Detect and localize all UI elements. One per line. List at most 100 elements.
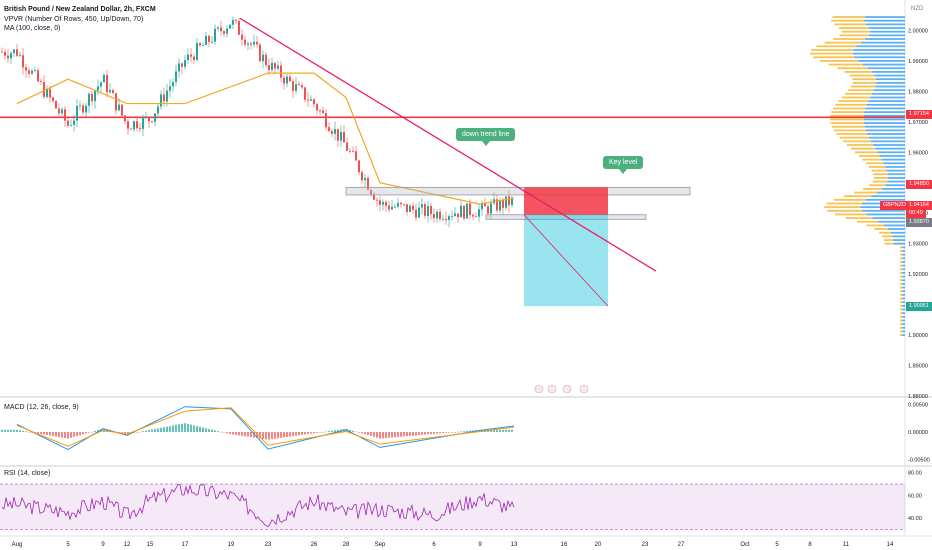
volume-profile-bar xyxy=(866,213,905,216)
candle-body xyxy=(208,35,210,42)
candle-body xyxy=(145,116,147,118)
candle-body xyxy=(436,211,438,219)
macd-histogram-bar xyxy=(85,432,87,434)
volume-profile-bar xyxy=(865,16,905,18)
candle-body xyxy=(91,93,93,102)
macd-histogram-bar xyxy=(391,432,393,438)
y-tick-label: 2.00000 xyxy=(908,28,928,34)
volume-profile-bar xyxy=(900,334,903,336)
candle-body xyxy=(301,85,303,88)
y-tick-label: 1.98000 xyxy=(908,89,928,95)
macd-histogram-bar xyxy=(154,428,156,432)
volume-profile-bar xyxy=(902,304,905,307)
candle-body xyxy=(274,62,276,69)
macd-histogram-bar xyxy=(148,430,150,432)
macd-histogram-bar xyxy=(427,432,429,435)
candle-body xyxy=(256,41,258,45)
candle-body xyxy=(391,206,393,210)
macd-histogram-bar xyxy=(13,429,15,432)
volume-profile-bar xyxy=(873,173,888,176)
candle-body xyxy=(292,81,294,91)
volume-profile-bar xyxy=(865,129,905,132)
candle-body xyxy=(379,200,381,205)
candle-body xyxy=(505,196,507,208)
macd-histogram-bar xyxy=(496,429,498,432)
candle-body xyxy=(130,128,132,130)
candle-body xyxy=(109,90,111,93)
candle-body xyxy=(43,82,45,97)
macd-histogram-bar xyxy=(220,431,222,433)
volume-profile-bar xyxy=(900,312,903,315)
macd-histogram-bar xyxy=(31,432,33,433)
macd-histogram-bar xyxy=(19,430,21,432)
key-level-callout[interactable]: Key level xyxy=(603,156,644,174)
volume-profile-bar xyxy=(873,144,905,146)
volume-profile-bar xyxy=(890,231,905,234)
volume-profile-bar xyxy=(900,330,903,333)
volume-profile-bar xyxy=(813,56,855,59)
volume-profile-bar xyxy=(826,202,862,205)
volume-profile-bar xyxy=(902,326,905,329)
y-tick-label: 1.90000 xyxy=(908,333,928,339)
volume-profile-bar xyxy=(833,38,866,40)
volume-profile-bar xyxy=(872,217,905,220)
volume-profile-bar xyxy=(853,49,905,51)
candle-body xyxy=(220,27,222,32)
macd-histogram-bar xyxy=(466,430,468,432)
macd-histogram-bar xyxy=(409,432,411,436)
candle-body xyxy=(37,70,39,82)
volume-profile-bar xyxy=(883,162,905,165)
volume-profile-bar xyxy=(872,180,888,183)
macd-histogram-bar xyxy=(55,432,57,437)
volume-profile-bar xyxy=(865,162,884,165)
macd-histogram-bar xyxy=(88,432,90,433)
volume-profile-bar xyxy=(836,133,868,135)
candle-body xyxy=(34,70,36,71)
candle-body xyxy=(430,206,432,215)
macd-histogram-bar xyxy=(493,429,495,432)
macd-histogram-bar xyxy=(169,426,171,432)
candle-body xyxy=(88,93,90,106)
volume-profile-bar xyxy=(870,96,905,99)
volume-profile-bar xyxy=(902,293,905,296)
candle-body xyxy=(160,94,162,107)
candle-body xyxy=(229,24,231,29)
rsi-y-tick-label: 40.00 xyxy=(908,516,922,522)
macd-histogram-bar xyxy=(241,432,243,436)
candle-body xyxy=(508,196,510,206)
x-tick-label: 23 xyxy=(642,542,649,548)
macd-histogram-bar xyxy=(151,429,153,432)
macd-histogram-bar xyxy=(190,424,192,432)
volume-profile-bar xyxy=(852,78,876,81)
candle-body xyxy=(277,65,279,69)
candle-body xyxy=(148,116,150,122)
macd-histogram-bar xyxy=(445,432,447,433)
macd-histogram-bar xyxy=(511,429,513,432)
volume-profile-bar xyxy=(871,70,905,73)
economic-event-icon xyxy=(562,384,572,394)
volume-profile-bar xyxy=(841,30,871,33)
volume-profile-bar xyxy=(899,246,903,249)
volume-profile-bar xyxy=(839,27,869,29)
candle-body xyxy=(199,43,201,46)
volume-profile-bar xyxy=(900,326,903,329)
macd-histogram-bar xyxy=(448,432,450,433)
volume-profile-bar xyxy=(902,319,905,322)
macd-histogram-bar xyxy=(73,432,75,437)
volume-profile-bar xyxy=(892,235,905,238)
volume-profile-bar xyxy=(852,52,905,55)
volume-profile-bar xyxy=(844,70,872,73)
macd-histogram-bar xyxy=(328,431,330,432)
candle-body xyxy=(223,31,225,34)
candle-body xyxy=(112,90,114,94)
candle-body xyxy=(325,113,327,128)
x-tick-label: 20 xyxy=(595,542,602,548)
candle-body xyxy=(376,199,378,201)
macd-histogram-bar xyxy=(118,432,120,433)
y-tick-label: 1.96000 xyxy=(908,150,928,156)
down-trend-line-callout[interactable]: down trend line xyxy=(456,128,516,146)
volume-profile-bar xyxy=(872,92,905,95)
volume-profile-bar xyxy=(875,147,905,150)
stop-loss-zone xyxy=(524,187,608,215)
